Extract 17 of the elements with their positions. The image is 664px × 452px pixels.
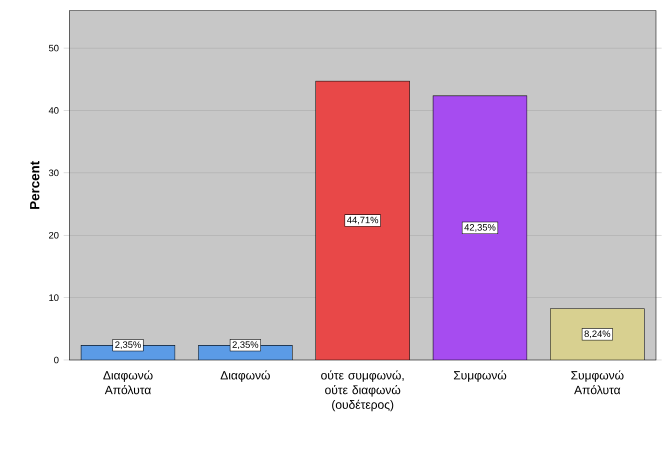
y-tick-label: 10 — [49, 294, 59, 301]
y-axis-title: Percent — [30, 161, 40, 209]
y-tick-label: 20 — [49, 232, 59, 239]
y-tick-label: 40 — [48, 107, 59, 114]
y-tick-label: 50 — [48, 44, 59, 52]
y-tick-label: 0 — [54, 356, 59, 364]
data-label: 2,35% — [115, 341, 141, 350]
x-tick-label: Διαφωνώ — [220, 370, 270, 382]
x-tick-label: Συμφωνώ Απόλυτα — [571, 370, 624, 394]
data-label: 8,24% — [584, 330, 610, 338]
data-label: 44,71% — [347, 216, 378, 224]
x-tick-label: Συμφωνώ — [454, 370, 506, 382]
x-tick-label: Διαφωνώ Απόλυτα — [103, 370, 153, 394]
data-label: 42,35% — [464, 224, 496, 232]
y-tick-label: 30 — [48, 170, 59, 176]
data-label: 2,35% — [232, 341, 258, 350]
x-tick-label: ούτε συμφωνώ, ούτε διαφωνώ (ουδέτερος) — [321, 370, 404, 412]
